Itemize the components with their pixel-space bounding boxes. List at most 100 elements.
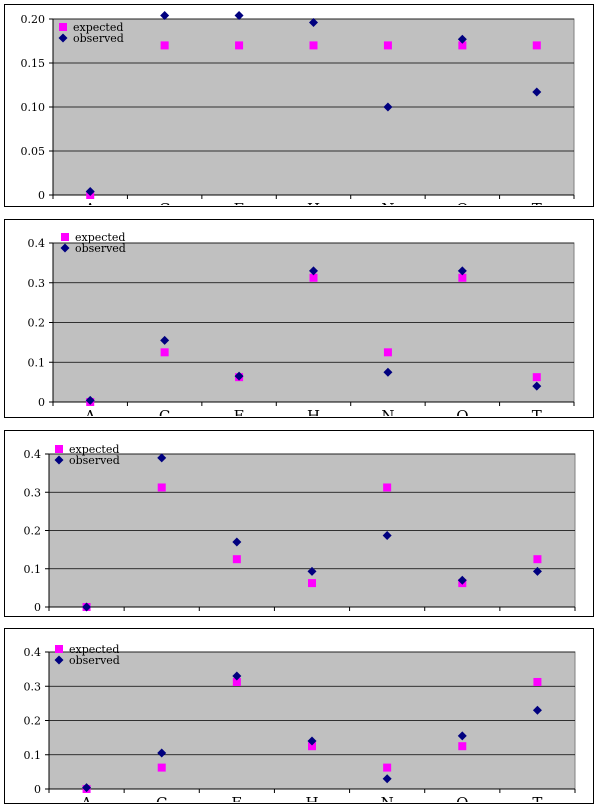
x-tick-label: E — [234, 407, 245, 416]
y-tick-label: 0.3 — [24, 486, 42, 499]
x-tick-label: T — [532, 200, 542, 205]
point-expected — [308, 579, 316, 588]
x-tick-label: A — [80, 612, 92, 615]
y-tick-label: 0.4 — [24, 646, 42, 659]
y-tick-label: 0 — [34, 601, 41, 614]
legend-marker-observed — [54, 655, 64, 665]
point-observed — [85, 186, 95, 196]
x-tick-label: H — [307, 200, 320, 205]
point-expected — [458, 41, 467, 50]
legend-marker-expected — [55, 445, 63, 453]
x-tick-label: E — [234, 200, 245, 205]
point-observed — [457, 266, 467, 276]
y-tick-label: 0 — [34, 783, 41, 796]
point-observed — [532, 381, 542, 391]
point-expected — [309, 273, 318, 282]
x-tick-label: E — [231, 612, 242, 615]
y-tick-label: 0.20 — [21, 13, 46, 26]
point-observed — [457, 731, 467, 741]
x-tick-label: A — [84, 407, 96, 416]
legend-marker-observed — [58, 33, 68, 43]
point-expected — [308, 742, 316, 751]
point-expected — [160, 41, 169, 50]
legend-label-observed: observed — [69, 654, 120, 667]
y-tick-label: 0 — [38, 189, 45, 202]
legend-label-expected: expected — [69, 443, 119, 456]
x-tick-label: H — [307, 407, 320, 416]
point-observed — [532, 705, 542, 715]
point-expected — [532, 373, 541, 382]
y-tick-label: 0.1 — [24, 749, 42, 762]
x-tick-label: N — [381, 407, 394, 416]
point-observed — [157, 453, 167, 463]
x-tick-label: T — [532, 407, 542, 416]
y-tick-label: 0.3 — [28, 277, 46, 290]
point-observed — [383, 367, 393, 377]
point-observed — [307, 736, 317, 746]
x-tick-label: H — [305, 794, 318, 802]
y-tick-label: 0 — [38, 396, 45, 409]
y-tick-label: 0.2 — [24, 525, 42, 538]
point-observed — [160, 10, 170, 20]
point-expected — [383, 41, 392, 50]
point-observed — [457, 575, 467, 585]
point-observed — [160, 335, 170, 345]
legend-marker-observed — [54, 455, 64, 465]
point-expected — [532, 41, 541, 50]
x-tick-label: N — [381, 200, 394, 205]
point-expected — [533, 677, 542, 686]
legend-label-expected: expected — [75, 231, 125, 244]
x-tick-label: A — [84, 200, 96, 205]
point-expected — [309, 41, 318, 50]
x-tick-label: C — [156, 794, 167, 802]
x-tick-label: O — [456, 794, 468, 802]
point-observed — [157, 748, 167, 758]
legend-marker-expected — [61, 233, 69, 241]
x-tick-label: N — [381, 612, 394, 615]
x-tick-label: C — [159, 407, 170, 416]
legend-label-observed: observed — [73, 32, 124, 45]
x-tick-label: O — [456, 407, 468, 416]
point-observed — [82, 602, 92, 612]
x-tick-label: C — [156, 612, 167, 615]
point-expected — [235, 41, 244, 50]
point-observed — [532, 87, 542, 97]
legend-label-expected: expected — [73, 21, 123, 34]
y-tick-label: 0.1 — [28, 356, 46, 369]
point-expected — [458, 742, 467, 751]
point-expected — [232, 677, 241, 686]
x-tick-label: N — [381, 794, 394, 802]
point-observed — [457, 34, 467, 44]
y-tick-label: 0.1 — [24, 563, 42, 576]
x-tick-label: O — [456, 612, 468, 615]
y-tick-label: 0.10 — [21, 101, 46, 114]
point-expected — [157, 763, 166, 772]
y-tick-label: 0.2 — [24, 715, 42, 728]
x-tick-label: C — [159, 200, 170, 205]
y-tick-label: 0.05 — [21, 145, 46, 158]
point-expected — [383, 348, 392, 357]
point-observed — [232, 671, 242, 681]
point-expected — [383, 763, 392, 772]
legend-label-expected: expected — [69, 643, 119, 656]
x-tick-label: T — [532, 794, 542, 802]
legend-label-observed: observed — [69, 454, 120, 467]
x-tick-label: T — [532, 612, 542, 615]
point-observed — [307, 566, 317, 576]
point-observed — [232, 537, 242, 547]
y-tick-label: 0.4 — [24, 448, 42, 461]
y-tick-label: 0.2 — [28, 317, 46, 330]
point-observed — [85, 395, 95, 405]
point-observed — [234, 10, 244, 20]
point-observed — [383, 102, 393, 112]
y-tick-label: 0.15 — [21, 57, 46, 70]
